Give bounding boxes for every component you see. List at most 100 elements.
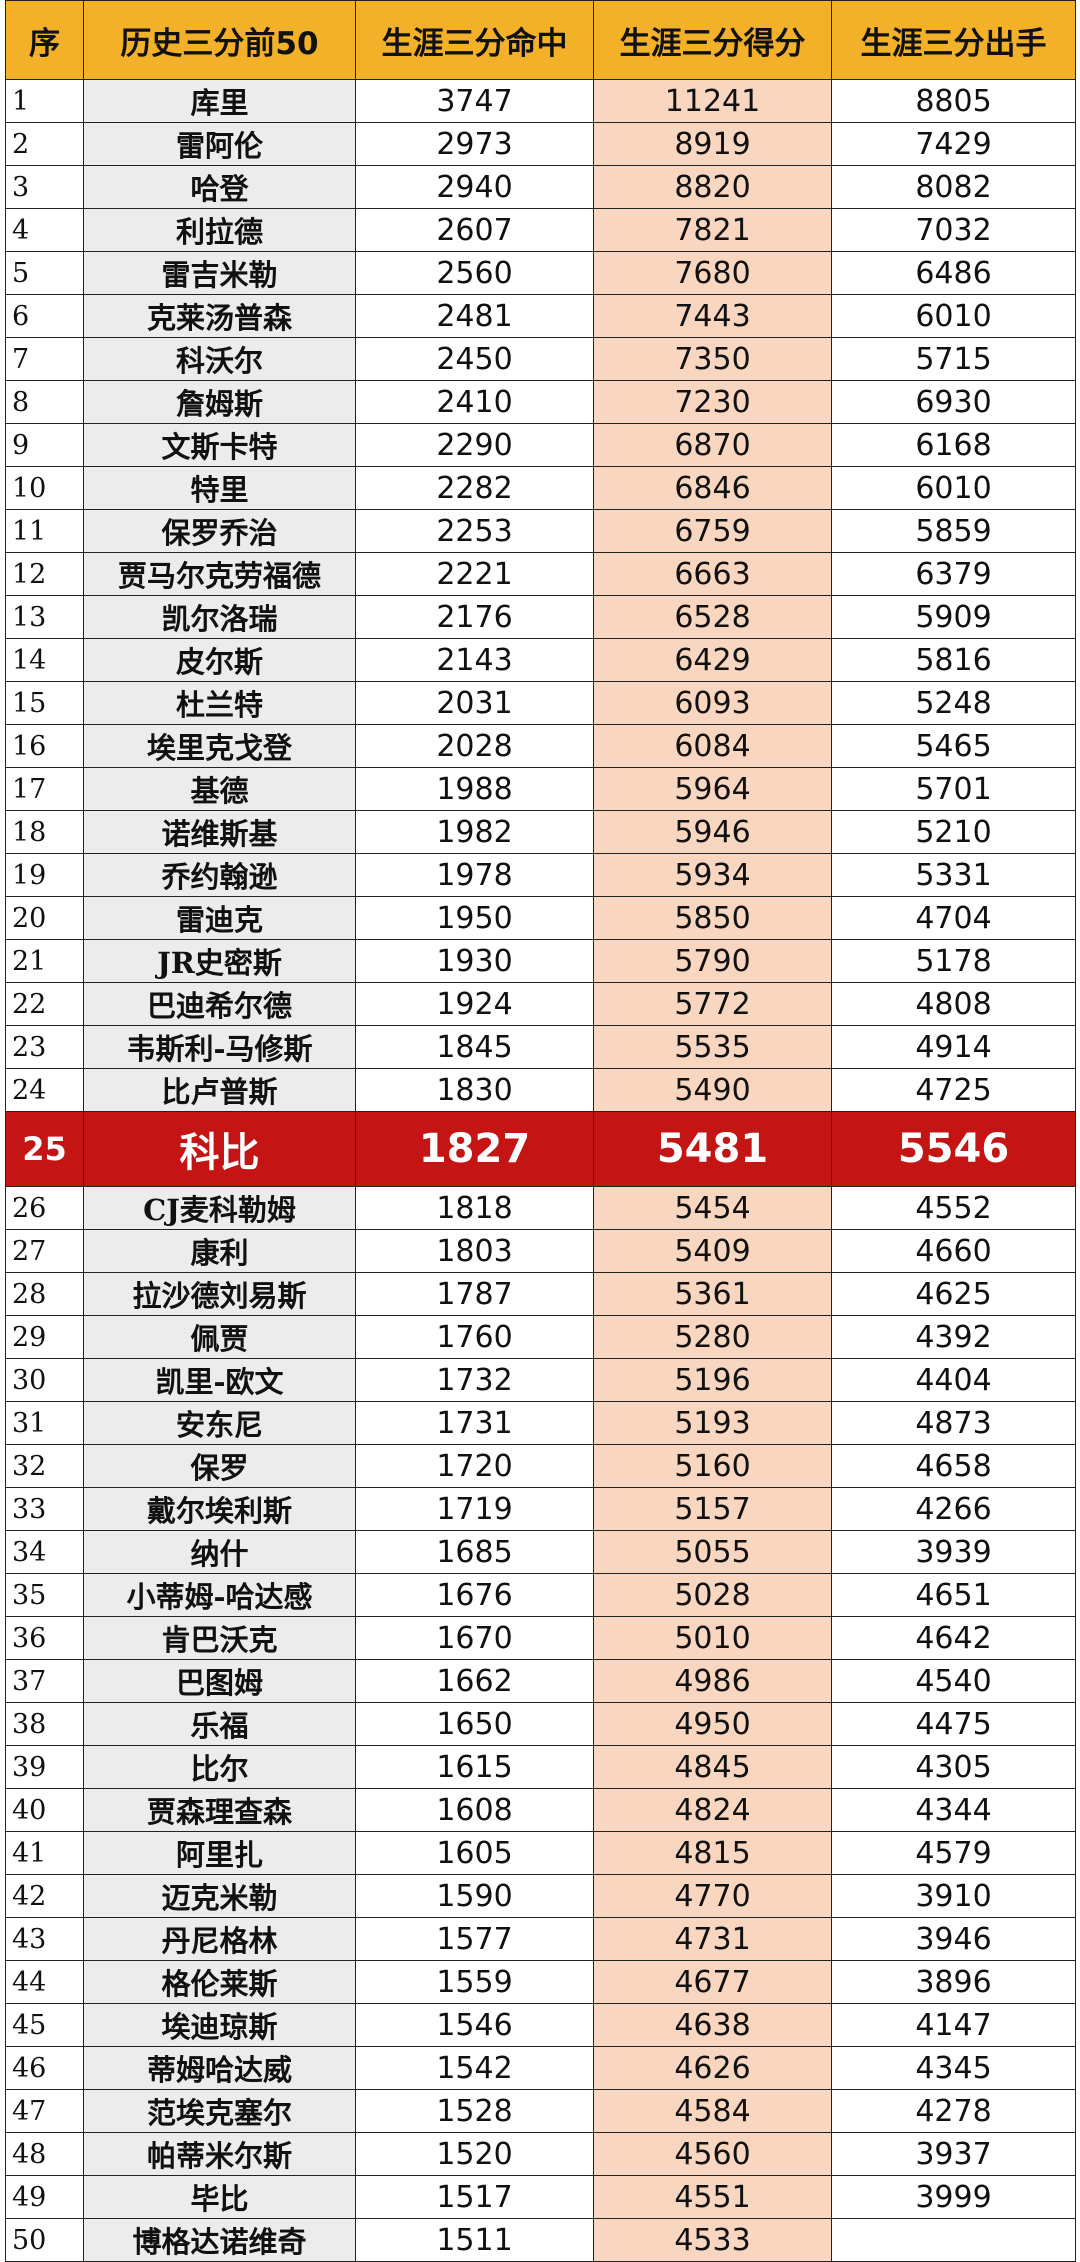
header-made: 生涯三分命中: [355, 0, 594, 80]
threes-attempted-cell: 5331: [831, 853, 1076, 897]
threes-made-cell: 1731: [355, 1401, 594, 1445]
threes-made-cell: 1662: [355, 1659, 594, 1703]
three-points-cell: 6663: [593, 552, 832, 596]
threes-made-cell: 1787: [355, 1272, 594, 1316]
threes-made-cell: 1950: [355, 896, 594, 940]
threes-made-cell: 1605: [355, 1831, 594, 1875]
rank-cell: 7: [5, 337, 84, 381]
threes-made-cell: 1845: [355, 1025, 594, 1069]
player-name-cell: 杜兰特: [83, 681, 356, 725]
three-points-cell: 8919: [593, 122, 832, 166]
threes-made-cell: 1732: [355, 1358, 594, 1402]
three-points-cell: 8820: [593, 165, 832, 209]
rank-cell: 13: [5, 595, 84, 639]
threes-attempted-cell: 6168: [831, 423, 1076, 467]
player-name-cell: 韦斯利-马修斯: [83, 1025, 356, 1069]
three-points-cell: 4551: [593, 2175, 832, 2219]
three-points-cell: 5055: [593, 1530, 832, 1574]
three-points-cell: 5964: [593, 767, 832, 811]
table-row: 12 贾马尔克劳福德 2221 6663 6379: [5, 552, 1076, 596]
threes-attempted-cell: 4579: [831, 1831, 1076, 1875]
threes-made-cell: 2290: [355, 423, 594, 467]
threes-made-cell: 1924: [355, 982, 594, 1026]
table-row: 2 雷阿伦 2973 8919 7429: [5, 122, 1076, 166]
rank-cell: 21: [5, 939, 84, 983]
threes-made-cell: 2031: [355, 681, 594, 725]
threes-made-cell: 3747: [355, 79, 594, 123]
threes-attempted-cell: 4651: [831, 1573, 1076, 1617]
threes-attempted-cell: 3910: [831, 1874, 1076, 1918]
threes-attempted-cell: 4914: [831, 1025, 1076, 1069]
player-name-cell: 文斯卡特: [83, 423, 356, 467]
threes-attempted-cell: 8805: [831, 79, 1076, 123]
three-points-cell: 7350: [593, 337, 832, 381]
player-name-cell: 阿里扎: [83, 1831, 356, 1875]
rank-cell: 1: [5, 79, 84, 123]
threes-made-cell: 1542: [355, 2046, 594, 2090]
table-row: 40 贾森理查森 1608 4824 4344: [5, 1788, 1076, 1832]
table-row: 49 毕比 1517 4551 3999: [5, 2175, 1076, 2219]
threes-made-cell: 1719: [355, 1487, 594, 1531]
table-row: 27 康利 1803 5409 4660: [5, 1229, 1076, 1273]
player-name-cell: 康利: [83, 1229, 356, 1273]
table-row: 9 文斯卡特 2290 6870 6168: [5, 423, 1076, 467]
rank-cell: 37: [5, 1659, 84, 1703]
player-name-cell: 科沃尔: [83, 337, 356, 381]
player-name-cell: 迈克米勒: [83, 1874, 356, 1918]
table-row: 7 科沃尔 2450 7350 5715: [5, 337, 1076, 381]
rank-cell: 40: [5, 1788, 84, 1832]
rank-cell: 25: [5, 1111, 84, 1187]
table-row: 29 佩贾 1760 5280 4392: [5, 1315, 1076, 1359]
highlighted-table-row: 25 科比 1827 5481 5546: [5, 1111, 1076, 1187]
three-points-cell: 4731: [593, 1917, 832, 1961]
table-row: 46 蒂姆哈达威 1542 4626 4345: [5, 2046, 1076, 2090]
threes-made-cell: 2028: [355, 724, 594, 768]
three-points-cell: 5361: [593, 1272, 832, 1316]
three-points-cell: 6429: [593, 638, 832, 682]
table-row: 34 纳什 1685 5055 3939: [5, 1530, 1076, 1574]
three-points-cell: 4533: [593, 2218, 832, 2262]
threes-made-cell: 1982: [355, 810, 594, 854]
three-points-cell: 5481: [593, 1111, 832, 1187]
table-row: 35 小蒂姆-哈达感 1676 5028 4651: [5, 1573, 1076, 1617]
threes-attempted-cell: 3946: [831, 1917, 1076, 1961]
rank-cell: 17: [5, 767, 84, 811]
threes-attempted-cell: 4725: [831, 1068, 1076, 1112]
threes-made-cell: 1520: [355, 2132, 594, 2176]
table-row: 43 丹尼格林 1577 4731 3946: [5, 1917, 1076, 1961]
table-row: 50 博格达诺维奇 1511 4533: [5, 2218, 1076, 2262]
three-points-cell: 4677: [593, 1960, 832, 2004]
player-name-cell: 丹尼格林: [83, 1917, 356, 1961]
three-points-cell: 4950: [593, 1702, 832, 1746]
rank-cell: 5: [5, 251, 84, 295]
threes-made-cell: 1511: [355, 2218, 594, 2262]
player-name-cell: 巴图姆: [83, 1659, 356, 1703]
threes-made-cell: 1676: [355, 1573, 594, 1617]
threes-attempted-cell: 4660: [831, 1229, 1076, 1273]
rank-cell: 49: [5, 2175, 84, 2219]
player-name-cell: JR史密斯: [83, 939, 356, 983]
player-name-cell: 雷阿伦: [83, 122, 356, 166]
threes-attempted-cell: [831, 2218, 1076, 2262]
threes-attempted-cell: 7032: [831, 208, 1076, 252]
player-name-cell: 特里: [83, 466, 356, 510]
player-name-cell: 利拉德: [83, 208, 356, 252]
threes-attempted-cell: 4873: [831, 1401, 1076, 1445]
player-name-cell: 乐福: [83, 1702, 356, 1746]
player-name-cell: 毕比: [83, 2175, 356, 2219]
threes-made-cell: 1930: [355, 939, 594, 983]
rank-cell: 12: [5, 552, 84, 596]
player-name-cell: 帕蒂米尔斯: [83, 2132, 356, 2176]
three-points-cell: 4824: [593, 1788, 832, 1832]
player-name-cell: 雷吉米勒: [83, 251, 356, 295]
player-name-cell: 詹姆斯: [83, 380, 356, 424]
three-points-cell: 5280: [593, 1315, 832, 1359]
three-points-cell: 5010: [593, 1616, 832, 1660]
three-points-cell: 5490: [593, 1068, 832, 1112]
threes-made-cell: 2607: [355, 208, 594, 252]
threes-attempted-cell: 4475: [831, 1702, 1076, 1746]
threes-attempted-cell: 8082: [831, 165, 1076, 209]
table-row: 26 CJ麦科勒姆 1818 5454 4552: [5, 1186, 1076, 1230]
threes-attempted-cell: 4305: [831, 1745, 1076, 1789]
table-row: 33 戴尔埃利斯 1719 5157 4266: [5, 1487, 1076, 1531]
